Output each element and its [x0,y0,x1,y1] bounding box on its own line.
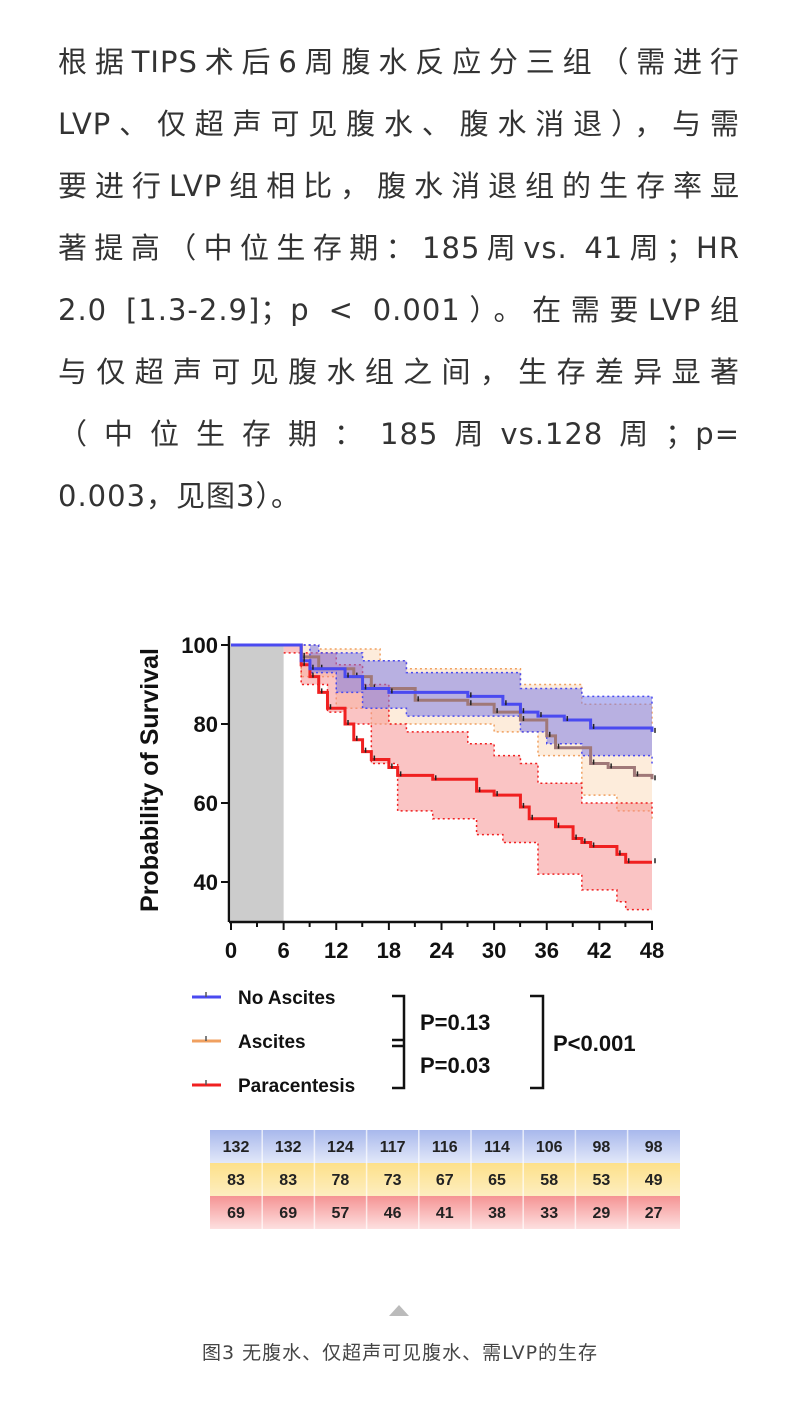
survival-figure: 0 6 12 18 24 30 36 42 48 100 80 60 40 Probability of… [136,633,680,1229]
legend-label: Ascites [238,1032,306,1053]
x-tick-label: 24 [429,938,454,963]
paragraph-line: LVP、仅超声可见腹水、腹水消退），与需 [58,107,740,141]
ci-upper-line [283,644,653,815]
risk-cell: 78 [332,1172,350,1189]
risk-cell: 132 [275,1139,302,1156]
legend: No Ascites Ascites Paracentesis [192,988,355,1097]
x-tick-label: 48 [640,938,664,963]
p-value-2: P=0.03 [420,1053,490,1078]
p-value-3: P<0.001 [553,1031,636,1056]
paragraph-line: （中位生存期：185周vs.128周；p= [58,417,740,451]
p-value-1: P=0.13 [420,1010,490,1035]
x-tick-label: 42 [587,938,611,963]
risk-cell: 29 [593,1205,611,1222]
x-tick-label: 12 [324,938,348,963]
ci-lower-line [283,644,653,764]
risk-cell: 57 [332,1205,350,1222]
x-tick-label: 36 [535,938,559,963]
risk-cell: 33 [540,1205,558,1222]
paragraph-line: 著提高（中位生存期：185周vs. 41周；HR [58,231,740,265]
risk-cell: 38 [488,1205,506,1222]
risk-cell: 69 [227,1205,245,1222]
y-tick-label: 100 [181,633,218,658]
shaded-region [231,645,284,922]
risk-cell: 117 [380,1139,406,1156]
paragraph-line: 0.003，见图3）。 [58,479,301,513]
risk-cell: 69 [279,1205,297,1222]
bracket-outer [530,994,545,1090]
risk-cell: 46 [384,1205,402,1222]
y-tick-label: 40 [194,870,218,895]
confidence-bands [283,644,653,911]
x-tick-label: 18 [377,938,401,963]
ci-band-paracentesis [283,645,652,910]
bracket-inner [392,994,406,1090]
x-tick-label: 0 [225,938,237,963]
ci-lower-line [283,644,653,819]
risk-cell: 65 [488,1172,506,1189]
risk-cell: 114 [484,1139,510,1156]
risk-row [210,1196,680,1229]
risk-row [210,1130,680,1163]
risk-cell: 27 [645,1205,663,1222]
ci-upper-line [283,644,653,705]
risk-cell: 98 [645,1139,663,1156]
x-tick-label: 30 [482,938,506,963]
risk-cell: 53 [593,1172,611,1189]
risk-cell: 73 [384,1172,402,1189]
risk-row [210,1163,680,1196]
axis-ticks: 0 6 12 18 24 30 36 42 48 100 80 60 40 [181,633,664,963]
risk-cell: 106 [536,1139,563,1156]
risk-cell: 67 [436,1172,454,1189]
risk-cell: 116 [432,1139,458,1156]
risk-cell: 132 [223,1139,250,1156]
figure-caption: 图3 无腹水、仅超声可见腹水、需LVP的生存 [201,1342,599,1364]
survival-curve-no-ascites [231,643,654,732]
paragraph-line: 要进行LVP组相比，腹水消退组的生存率显 [58,169,740,203]
paragraph-line: 2.0 [1.3-2.9]；p < 0.001）。在需要LVP组 [58,293,740,327]
caret-up-icon [389,1305,409,1316]
y-tick-label: 60 [194,791,218,816]
y-axis-label: Probability of Survival [136,648,164,912]
paragraph-line: 与仅超声可见腹水组之间，生存差异显著 [58,355,740,389]
x-tick-label: 6 [278,938,290,963]
legend-label: No Ascites [238,988,336,1009]
risk-table: 132 132 124 117 116 114 106 98 98 83 83 78 73 67 65 58 5… [210,1130,680,1229]
ci-lower-line [283,652,652,911]
risk-cell: 83 [227,1172,245,1189]
risk-cell: 98 [593,1139,611,1156]
risk-cell: 49 [645,1172,663,1189]
y-tick-label: 80 [194,712,218,737]
risk-cell: 124 [327,1139,354,1156]
legend-label: Paracentesis [238,1076,355,1097]
paragraph-line: 根据TIPS术后6周腹水反应分三组（需进行 [58,45,740,79]
survival-curve-paracentesis [231,643,652,864]
risk-cell: 41 [436,1205,454,1222]
article-paragraph: 根据TIPS术后6周腹水反应分三组（需进行 LVP、仅超声可见腹水、腹水消退），… [58,38,740,534]
risk-cell: 58 [540,1172,558,1189]
survival-curves [231,643,656,864]
risk-cell: 83 [279,1172,297,1189]
